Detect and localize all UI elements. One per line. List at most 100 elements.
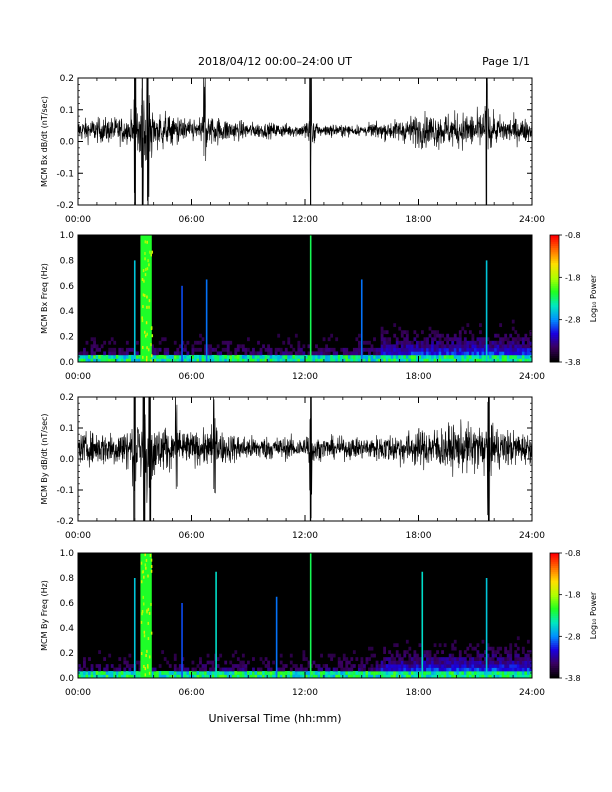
heatmap-cell	[395, 660, 399, 665]
heatmap-cell	[421, 358, 424, 363]
heatmap-cell	[83, 674, 86, 679]
heatmap-cell	[327, 358, 331, 363]
heatmap-cell	[173, 351, 177, 356]
broadband-speckle	[147, 259, 149, 263]
heatmap-cell	[466, 660, 470, 665]
heatmap-cell	[373, 674, 376, 679]
heatmap-cell	[476, 667, 480, 672]
heatmap-cell	[403, 347, 407, 352]
heatmap-cell	[113, 340, 117, 345]
heatmap-cell	[229, 674, 233, 679]
heatmap-cell	[456, 351, 460, 356]
broadband-speckle	[145, 558, 148, 562]
y-tick-label: 0.0	[60, 138, 75, 148]
heatmap-cell	[514, 653, 518, 658]
heatmap-cell	[85, 667, 89, 672]
heatmap-cell	[484, 664, 487, 668]
heatmap-cell	[468, 653, 472, 658]
heatmap-cell	[451, 354, 455, 359]
heatmap-cell	[267, 351, 270, 356]
heatmap-cell	[448, 344, 452, 349]
heatmap-cell	[496, 667, 500, 672]
heatmap-cell	[484, 657, 487, 661]
heatmap-cell	[277, 354, 281, 359]
heatmap-cell	[438, 674, 442, 679]
heatmap-cell	[138, 660, 142, 665]
heatmap-cell	[423, 358, 427, 363]
heatmap-cell	[463, 650, 467, 654]
colorbar-segment	[550, 580, 559, 583]
heatmap-cell	[224, 347, 228, 352]
colorbar-segment	[550, 613, 559, 616]
colorbar-segment	[550, 642, 559, 646]
heatmap-cell	[272, 354, 276, 359]
heatmap-cell	[105, 674, 109, 679]
heatmap-cell	[383, 347, 387, 352]
heatmap-cell	[118, 671, 122, 675]
heatmap-cell	[476, 660, 480, 665]
heatmap-cell	[325, 667, 328, 672]
heatmap-cell	[415, 660, 419, 665]
heatmap-cell	[398, 653, 402, 658]
heatmap-cell	[451, 674, 455, 679]
heatmap-cell	[509, 344, 513, 349]
heatmap-cell	[468, 347, 472, 352]
heatmap-cell	[163, 358, 167, 363]
heatmap-cell	[479, 660, 482, 665]
heatmap-cell	[342, 347, 346, 352]
heatmap-cell	[292, 354, 296, 359]
heatmap-cell	[479, 674, 482, 679]
heatmap-cell	[403, 674, 407, 679]
heatmap-cell	[516, 653, 520, 658]
heatmap-cell	[526, 650, 530, 654]
heatmap-cell	[519, 664, 523, 668]
colorbar-segment	[550, 285, 559, 289]
heatmap-cell	[410, 354, 414, 359]
heatmap-cell	[529, 664, 533, 668]
heatmap-cell	[484, 351, 487, 356]
heatmap-cell	[365, 347, 369, 352]
heatmap-cell	[415, 340, 419, 345]
heatmap-cell	[509, 664, 513, 668]
heatmap-cell	[368, 674, 371, 679]
broadband-speckle	[145, 334, 147, 338]
heatmap-cell	[516, 351, 520, 356]
heatmap-cell	[509, 674, 513, 679]
heatmap-cell	[236, 664, 240, 668]
heatmap-cell	[373, 351, 376, 356]
heatmap-cell	[360, 660, 364, 665]
heatmap-cell	[466, 653, 470, 658]
heatmap-cell	[340, 358, 344, 363]
heatmap-cell	[418, 671, 422, 675]
heatmap-cell	[476, 674, 480, 679]
colorbar-segment	[550, 279, 559, 282]
heatmap-cell	[90, 674, 94, 679]
broadband-speckle	[146, 295, 148, 299]
heatmap-cell	[461, 340, 465, 345]
heatmap-cell	[453, 657, 457, 661]
heatmap-cell	[236, 667, 240, 672]
heatmap-cell	[446, 660, 450, 665]
colorbar-segment	[550, 317, 559, 321]
heatmap-cell	[269, 354, 273, 359]
heatmap-cell	[347, 674, 351, 679]
heatmap-cell	[390, 347, 394, 352]
heatmap-cell	[489, 646, 492, 651]
heatmap-cell	[357, 667, 361, 672]
heatmap-cell	[380, 671, 384, 675]
heatmap-cell	[138, 667, 142, 672]
heatmap-cell	[325, 344, 328, 349]
heatmap-cell	[423, 667, 427, 672]
heatmap-cell	[405, 671, 409, 675]
heatmap-cell	[370, 646, 374, 651]
heatmap-cell	[357, 354, 361, 359]
heatmap-cell	[461, 667, 465, 672]
heatmap-cell	[186, 358, 190, 363]
heatmap-cell	[466, 664, 470, 668]
heatmap-cell	[178, 351, 182, 356]
heatmap-cell	[299, 351, 303, 356]
heatmap-cell	[199, 660, 202, 665]
heatmap-cell	[436, 330, 439, 335]
heatmap-cell	[188, 674, 192, 679]
heatmap-cell	[277, 674, 281, 679]
